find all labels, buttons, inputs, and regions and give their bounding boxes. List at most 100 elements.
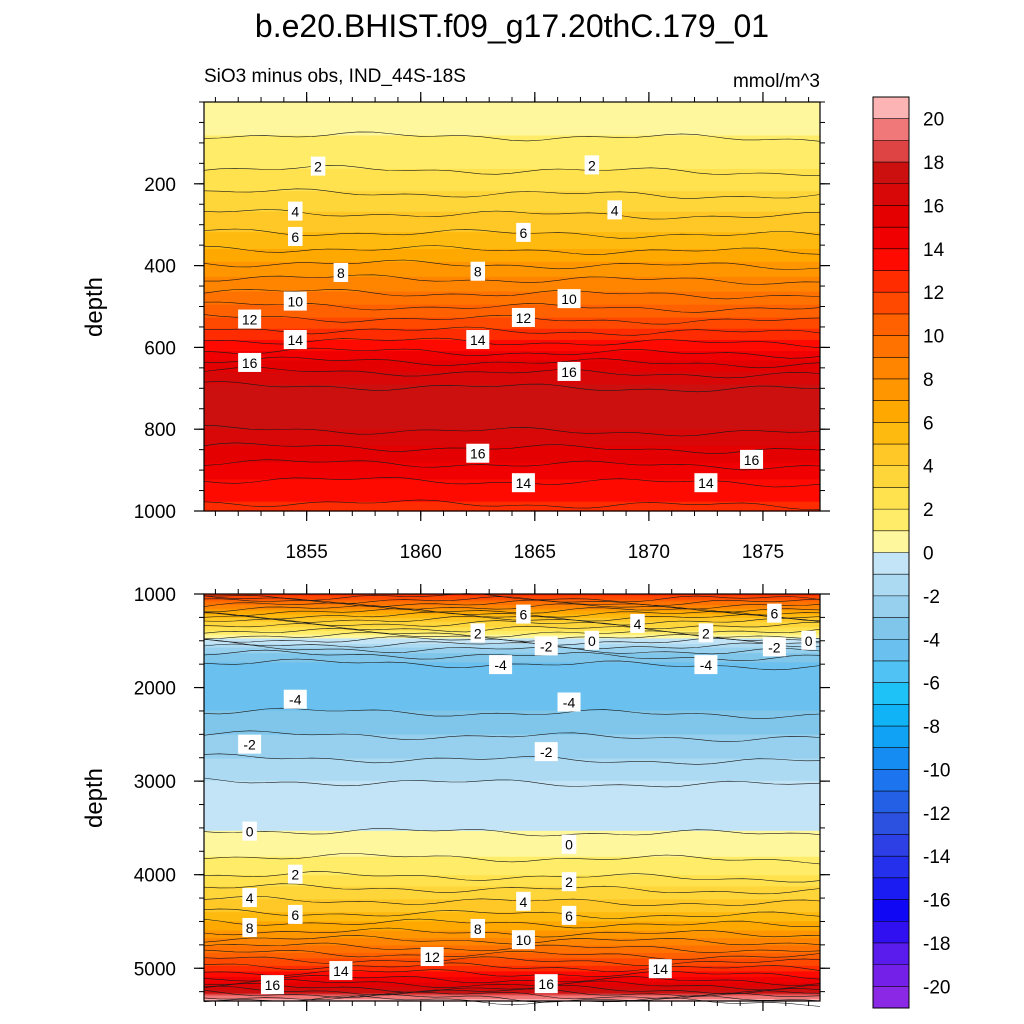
contour-band [204,503,820,507]
contour-band [204,258,820,261]
contour-band [204,339,820,343]
contour-band [204,790,820,793]
contour-band [204,241,820,244]
contour-band [204,189,820,192]
contour-band [204,902,820,906]
contour-label-text: 14 [333,963,349,979]
contour-band [204,176,820,179]
colorbar-frame [872,96,910,1009]
colorbar-label: -8 [923,717,940,738]
contour-label-text: -4 [289,692,302,708]
contour-band [204,172,820,176]
x-tick-label: 1855 [286,542,328,563]
contour-line [203,131,821,142]
contour-label-box [242,918,257,938]
contour-band [204,494,820,497]
contour-label: 2 [288,864,303,884]
contour-band [204,217,820,220]
contour-band [204,928,820,932]
contour-band [204,155,820,159]
colorbar-swatch [873,552,909,575]
contour-band [204,204,820,207]
contour-band [204,126,820,129]
contour-band [204,444,820,447]
contour-band [204,845,820,849]
contour-band [204,745,820,749]
contour-band [204,338,820,341]
colorbar-swatch [873,726,909,749]
contour-band [204,299,820,302]
contour-line [203,593,821,603]
contour-band [204,129,820,133]
contour-label-box [557,289,581,309]
contour-band [204,967,820,971]
colorbar-swatch [873,574,909,597]
colorbar-label: -14 [923,847,951,868]
contour-band [204,793,820,797]
contour-line [203,828,821,837]
contour-label: 6 [516,604,531,624]
colorbar-swatch [873,812,909,835]
contour-band [204,788,820,791]
contour-band [204,304,820,308]
contour-label: 6 [288,904,303,924]
colorbar-label: -20 [923,977,950,998]
contour-line [203,381,821,393]
contour-band [204,501,820,505]
contour-label-box [516,891,531,911]
colorbar-swatch [873,791,909,814]
contour-band [204,915,820,919]
contour-line [203,978,821,991]
contour-label: 14 [329,961,353,981]
contour-band [204,109,820,112]
colorbar-swatch [873,617,909,640]
contour-band [204,141,820,144]
contour-band [204,730,820,734]
contour-line [203,618,821,630]
contour-label: 0 [584,630,600,650]
contour-label-text: -4 [563,695,576,711]
contour-label-text: -2 [768,639,781,655]
contour-label-box [238,309,262,329]
contour-label: -4 [694,655,718,675]
contour-label-box [511,930,535,950]
contour-band [204,991,820,995]
upper-panel: 1855 1860 1865 1870 1875 200 400 600 800 1000 dept… [81,92,830,563]
contour-band [204,432,820,436]
contour-band [204,867,820,871]
contour-line [203,639,821,650]
contour-band [204,638,820,641]
contour-band [204,627,820,630]
contour-band [204,688,820,691]
contour-band [204,636,820,639]
contour-band [204,714,820,717]
contour-band [204,743,820,747]
contour-band [204,680,820,684]
contour-band [204,239,820,243]
contour-label-box [762,637,786,657]
contour-label-text: 16 [561,364,577,380]
colorbar-swatch [873,335,909,358]
contour-band [204,797,820,800]
colorbar-swatch [873,877,909,900]
contour-label-text: 2 [474,625,482,641]
contour-label-text: 2 [565,874,573,890]
y-tick-label: 3000 [134,772,176,793]
contour-band [204,185,820,189]
contour-band [204,725,820,728]
contour-band [204,749,820,752]
contour-band [204,390,820,393]
contour-band [204,412,820,415]
contour-band [204,163,820,166]
colorbar-swatch [873,422,909,445]
contour-band [204,399,820,402]
colorbar-label: -2 [923,587,940,608]
contour-band [204,118,820,122]
contour-line [203,985,821,997]
contour-band [204,856,820,860]
contour-band [204,148,820,151]
contour-band [204,703,820,706]
contour-band [204,392,820,395]
contour-label-box [511,307,535,327]
contour-band [204,133,820,137]
